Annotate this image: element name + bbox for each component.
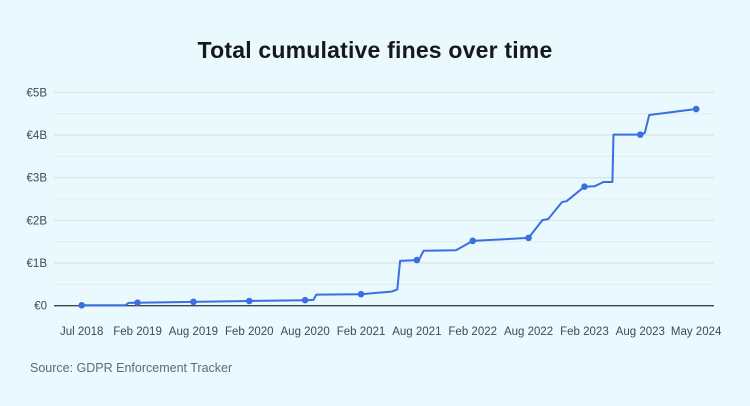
chart-title: Total cumulative fines over time	[197, 37, 553, 64]
y-axis-tick-label: €1B	[27, 258, 48, 270]
source-note: Source: GDPR Enforcement Tracker	[30, 361, 233, 375]
x-axis-tick-label: Aug 2019	[169, 326, 218, 338]
data-point-marker	[525, 234, 532, 242]
series-line	[80, 108, 698, 307]
x-axis-tick-label: Feb 2023	[560, 326, 609, 338]
x-axis-tick-label: Feb 2022	[448, 326, 497, 338]
data-point-marker	[413, 256, 421, 264]
data-point-marker	[134, 299, 141, 307]
y-axis-tick-label: €2B	[27, 215, 48, 227]
x-axis-tick-label: Aug 2022	[504, 326, 553, 338]
data-point-marker	[581, 183, 588, 190]
data-point-marker	[190, 298, 197, 306]
y-axis-tick-label: €3B	[27, 173, 48, 185]
data-point-marker	[692, 105, 700, 113]
data-point-marker	[469, 237, 477, 245]
data-point-marker	[78, 301, 85, 309]
data-point-marker	[637, 131, 644, 138]
data-point-marker	[245, 297, 253, 305]
x-axis-tick-label: Aug 2023	[616, 326, 665, 338]
x-axis-tick-label: Feb 2019	[113, 326, 162, 338]
y-axis-tick-label: €4B	[27, 130, 48, 142]
x-axis-tick-label: May 2024	[671, 326, 722, 338]
x-axis-tick-label: Feb 2020	[225, 326, 274, 338]
x-axis-tick-label: Feb 2021	[337, 326, 386, 338]
x-axis-tick-label: Jul 2018	[60, 326, 103, 338]
x-axis-tick-label: Aug 2021	[392, 326, 441, 338]
y-axis-tick-label: €5B	[27, 87, 48, 99]
y-axis-tick-label: €0	[34, 301, 47, 313]
data-point-marker	[357, 290, 365, 298]
x-axis-tick-label: Aug 2020	[281, 326, 330, 338]
data-point-marker	[301, 296, 309, 304]
